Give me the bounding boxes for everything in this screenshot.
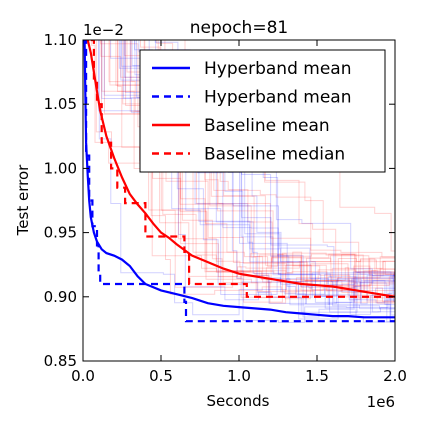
chart-title: nepoch=81 [190, 18, 288, 38]
series-line-3 [90, 40, 395, 298]
x-tick-label: 1.5 [305, 367, 329, 385]
series-line-1 [83, 40, 395, 323]
y-tick-label: 1.10 [44, 31, 77, 49]
y-tick-label: 1.05 [44, 95, 77, 113]
x-axis-label: Seconds [206, 392, 269, 410]
x-tick-label: 0.5 [149, 367, 173, 385]
y-tick-label: 0.85 [44, 352, 77, 370]
individual-run-line [155, 40, 395, 310]
legend-label: Baseline mean [204, 116, 330, 136]
legend-box [139, 49, 386, 173]
x-tick-label: 0.0 [71, 367, 95, 385]
legend-label: Hyperband mean [204, 88, 351, 108]
series-lines [83, 40, 395, 323]
series-line-2 [86, 40, 395, 298]
individual-run-line [103, 40, 395, 298]
individual-run-line [98, 40, 395, 323]
y-axis: 0.85 0.90 0.95 1.00 1.05 1.10 [44, 31, 395, 370]
y-axis-label: Test error [14, 164, 32, 236]
legend: Hyperband mean Hyperband mean Baseline mea… [139, 49, 386, 173]
x-axis: 0.0 0.5 1.0 1.5 2.0 [71, 40, 407, 385]
individual-run-line [101, 40, 395, 313]
individual-run-line [108, 40, 395, 300]
x-axis-multiplier: 1e6 [367, 393, 395, 411]
y-tick-label: 1.00 [44, 159, 77, 177]
y-tick-label: 0.90 [44, 288, 77, 306]
individual-run-line [101, 40, 395, 275]
series-line-0 [83, 40, 395, 319]
individual-run-line [130, 40, 395, 303]
x-tick-label: 1.0 [227, 367, 251, 385]
individual-run-line [140, 40, 395, 286]
individual-run-line [100, 40, 395, 288]
individual-run-line [98, 40, 395, 302]
x-tick-label: 2.0 [383, 367, 407, 385]
y-tick-label: 0.95 [44, 224, 77, 242]
legend-label: Baseline median [204, 145, 345, 165]
y-axis-multiplier: 1e−2 [83, 21, 124, 39]
individual-run-line [154, 40, 395, 318]
individual-run-line [117, 40, 395, 291]
legend-label: Hyperband mean [204, 59, 351, 79]
